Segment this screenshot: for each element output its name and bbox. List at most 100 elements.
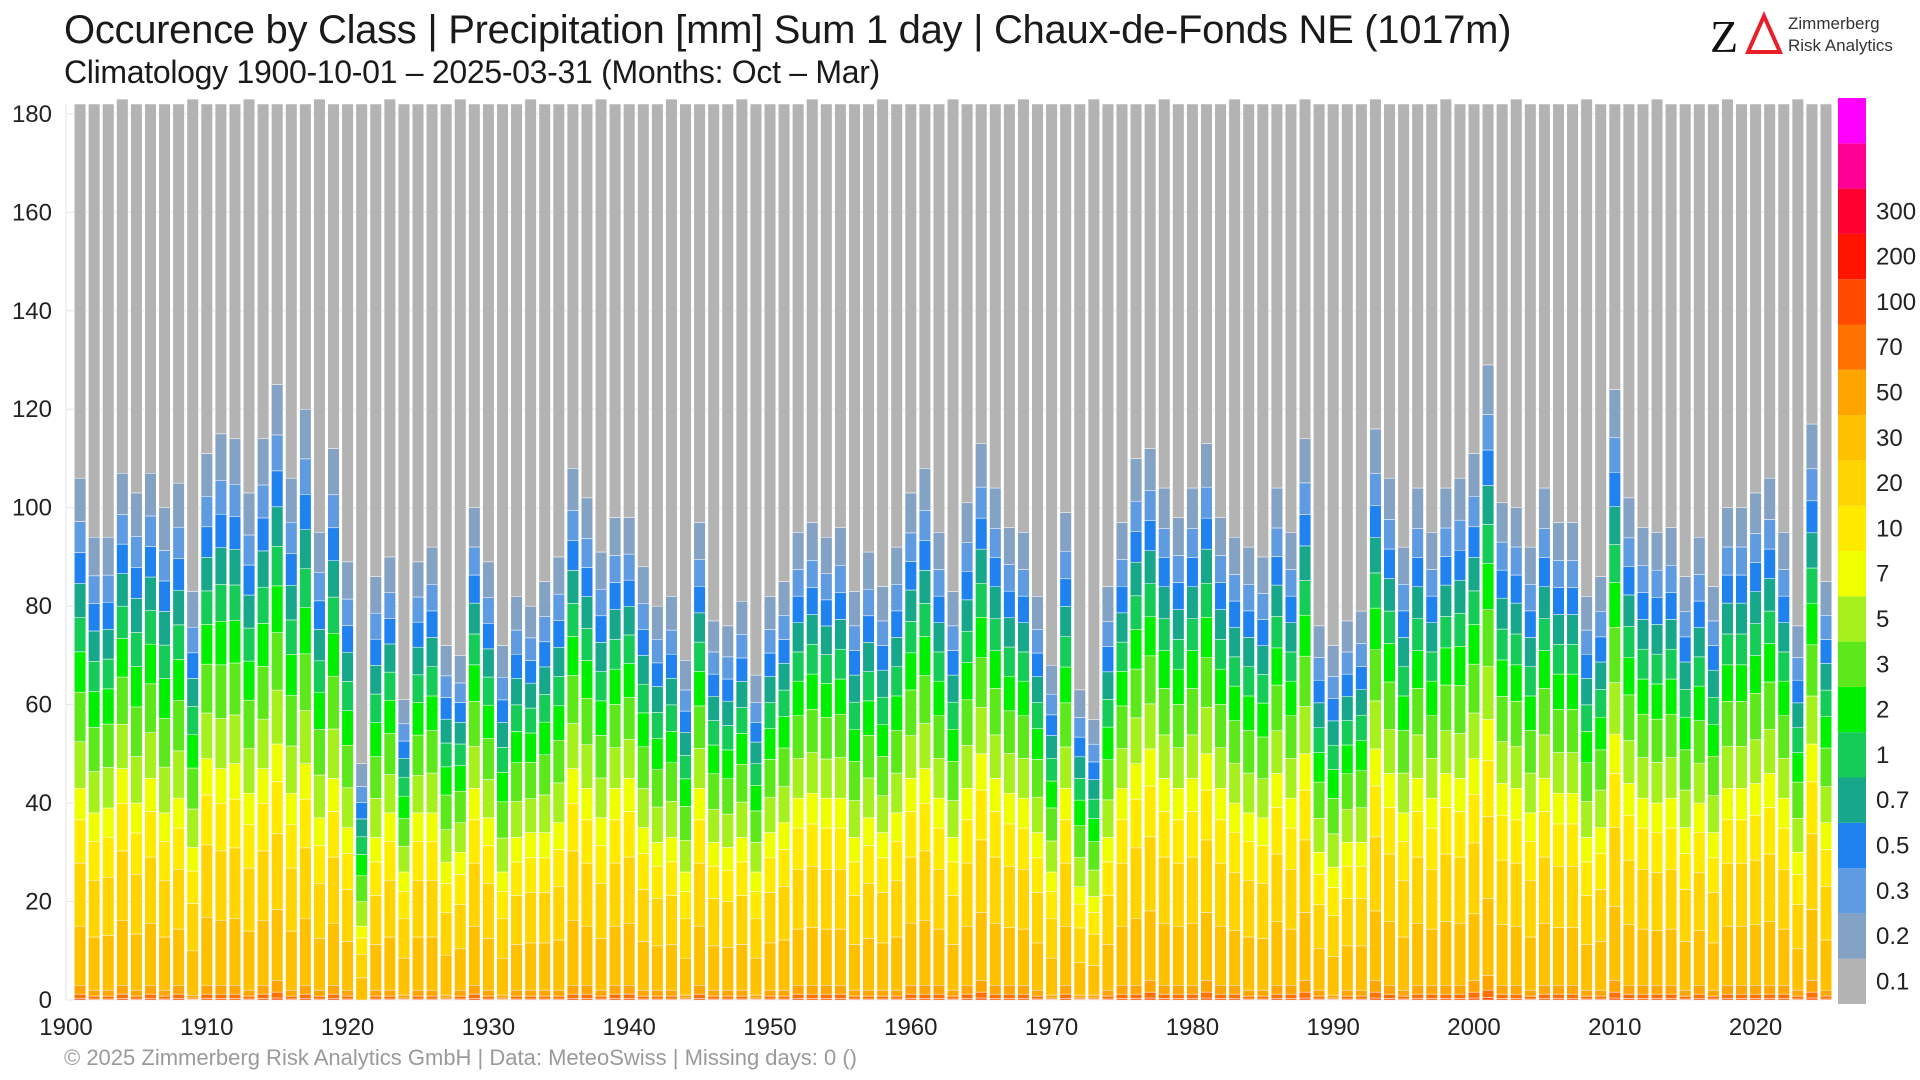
bar-segment	[763, 832, 777, 859]
bar-segment	[595, 671, 608, 702]
bar-segment	[243, 867, 256, 932]
bar-segment	[890, 812, 903, 842]
bar-segment	[904, 778, 917, 812]
bar-segment	[383, 989, 396, 997]
bar-segment	[623, 697, 636, 740]
bar-segment	[1439, 647, 1452, 686]
bar-segment	[1693, 536, 1706, 575]
bar-segment	[74, 993, 87, 999]
bar-segment	[538, 942, 551, 991]
bar-segment	[778, 822, 791, 850]
bar-segment	[735, 944, 748, 991]
bar-segment	[228, 993, 241, 999]
bar-segment	[1144, 910, 1157, 981]
y-tick-label: 160	[12, 199, 52, 226]
bar-segment	[651, 865, 664, 899]
bar-segment	[1270, 984, 1283, 995]
bar-segment	[1059, 666, 1072, 704]
bar-segment	[1735, 633, 1748, 666]
bar-segment	[355, 854, 368, 877]
bar-segment	[989, 650, 1002, 689]
bar-segment	[1256, 103, 1269, 558]
bar-segment	[200, 453, 213, 497]
bar-segment	[243, 930, 256, 991]
bar-segment	[1735, 602, 1748, 635]
bar-segment	[1284, 868, 1297, 930]
bar-segment	[1369, 98, 1382, 430]
bar-segment	[1341, 773, 1354, 810]
bar-segment	[214, 103, 227, 435]
legend-swatch	[1838, 98, 1866, 144]
bar-segment	[679, 840, 692, 873]
bar-segment	[454, 852, 467, 875]
bar-segment	[1214, 103, 1227, 518]
bar-segment	[243, 98, 256, 494]
bar-segment	[1707, 832, 1720, 859]
bar-segment	[1707, 586, 1720, 622]
bar-segment	[749, 702, 762, 723]
bar-segment	[1130, 458, 1143, 502]
bar-segment	[1256, 556, 1269, 594]
bar-segment	[1270, 921, 1283, 986]
bar-segment	[200, 557, 213, 592]
bar-segment	[1355, 714, 1368, 741]
bar-segment	[1791, 98, 1804, 627]
bar-segment	[1327, 720, 1340, 746]
bar-segment	[214, 621, 227, 666]
bar-segment	[749, 785, 762, 812]
bar-segment	[510, 596, 523, 631]
bar-segment	[862, 615, 875, 643]
bar-segment	[989, 856, 1002, 924]
bar-segment	[454, 765, 467, 792]
bar-segment	[1341, 720, 1354, 746]
bar-segment	[1791, 989, 1804, 997]
bar-segment	[299, 568, 312, 608]
bar-segment	[1482, 898, 1495, 976]
bar-segment	[1524, 841, 1537, 881]
bar-segment	[580, 497, 593, 539]
bar-segment	[1467, 590, 1481, 625]
bar-segment	[1453, 103, 1466, 479]
bar-segment	[496, 891, 509, 920]
bar-segment	[1256, 995, 1269, 1000]
bar-segment	[1665, 868, 1678, 930]
bar-segment	[1524, 546, 1537, 585]
bar-segment	[820, 625, 833, 655]
bar-segment	[1355, 740, 1368, 771]
bar-segment	[1594, 689, 1607, 718]
bar-segment	[1594, 576, 1607, 613]
legend-label: 5	[1876, 606, 1889, 633]
bar-segment	[341, 853, 354, 890]
bar-segment	[426, 730, 439, 774]
bar-segment	[1369, 649, 1382, 702]
bar-segment	[1819, 939, 1833, 991]
bar-segment	[88, 812, 101, 842]
bar-segment	[257, 920, 270, 986]
bar-segment	[778, 716, 791, 749]
bar-segment	[299, 763, 312, 800]
bar-segment	[1031, 728, 1044, 760]
bar-segment	[88, 771, 101, 814]
bar-segment	[1608, 827, 1621, 907]
bar-segment	[355, 836, 368, 855]
bar-segment	[186, 626, 199, 654]
bar-segment	[1608, 980, 1621, 993]
bar-segment	[313, 532, 326, 573]
bar-segment	[1467, 103, 1481, 454]
bar-segment	[1256, 593, 1269, 620]
legend-label: 30	[1876, 425, 1903, 452]
bar-segment	[876, 724, 889, 757]
bar-segment	[186, 950, 199, 996]
bar-segment	[1439, 773, 1452, 808]
bar-segment	[1693, 802, 1706, 833]
bar-segment	[1017, 680, 1030, 716]
bar-segment	[1158, 734, 1171, 779]
bar-segment	[355, 103, 368, 764]
bar-segment	[609, 984, 622, 995]
bar-segment	[693, 103, 706, 523]
bar-segment	[1439, 616, 1452, 649]
bar-segment	[1580, 629, 1593, 655]
bar-segment	[1482, 816, 1495, 899]
bar-segment	[820, 654, 833, 684]
